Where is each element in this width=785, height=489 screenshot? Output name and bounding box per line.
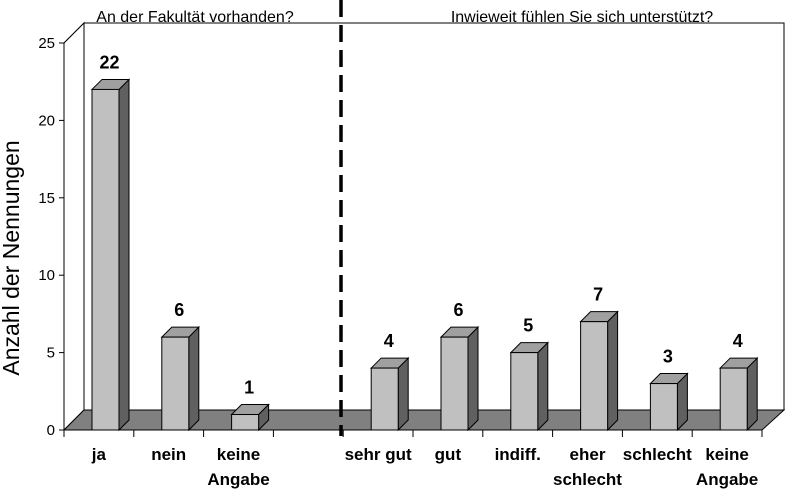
category-label: sehr gut (345, 445, 412, 464)
y-tick-label: 25 (38, 35, 55, 52)
data-label: 4 (733, 331, 743, 351)
category-label: schlecht (623, 445, 692, 464)
bar-side (188, 325, 200, 432)
y-tick-label: 10 (38, 267, 55, 284)
data-label: 3 (663, 347, 673, 367)
y-tick-label: 20 (38, 112, 55, 129)
category-label: Angabe (696, 470, 758, 489)
category-label: schlecht (553, 470, 622, 489)
bar (440, 336, 469, 431)
category-label: ja (91, 445, 107, 464)
bar (231, 414, 260, 431)
y-tick-label: 5 (47, 345, 55, 362)
data-label: 7 (593, 285, 603, 305)
category-label: keine (217, 445, 260, 464)
y-tick-label: 15 (38, 190, 55, 207)
category-label: Angabe (207, 470, 269, 489)
bar-side (537, 341, 549, 432)
data-label: 1 (244, 378, 254, 398)
category-label: eher (570, 445, 606, 464)
category-label: keine (705, 445, 748, 464)
data-label: 22 (99, 52, 119, 72)
data-label: 6 (174, 300, 184, 320)
bar (510, 352, 539, 431)
bar (161, 336, 190, 431)
bar-side (746, 356, 758, 432)
axes (59, 0, 763, 437)
group-heading: Inwieweit fühlen Sie sich unterstützt? (451, 9, 713, 26)
group-heading: An der Fakultät vorhanden? (96, 9, 294, 26)
bar (370, 367, 399, 431)
labels: 0 5 10 15 20 25 22 6 1 4 6 5 7 3 4 ja nein keine Angabe seh… (0, 9, 758, 489)
category-label: nein (151, 445, 186, 464)
bars (90, 78, 759, 432)
bar (580, 321, 609, 431)
side-wall (63, 21, 85, 432)
data-label: 5 (523, 316, 533, 336)
bar (91, 88, 120, 431)
bar-side (118, 78, 130, 432)
bar-side (397, 356, 409, 432)
bar (649, 383, 678, 431)
data-label: 6 (453, 300, 463, 320)
bar (719, 367, 748, 431)
y-tick-label: 0 (47, 422, 55, 439)
y-axis-label: Anzahl der Nennungen (0, 140, 24, 375)
bar-side (607, 310, 619, 432)
bar-side (467, 325, 479, 432)
category-label: indiff. (495, 445, 541, 464)
category-label: gut (435, 445, 462, 464)
data-label: 4 (384, 331, 394, 351)
back-wall (83, 22, 785, 411)
